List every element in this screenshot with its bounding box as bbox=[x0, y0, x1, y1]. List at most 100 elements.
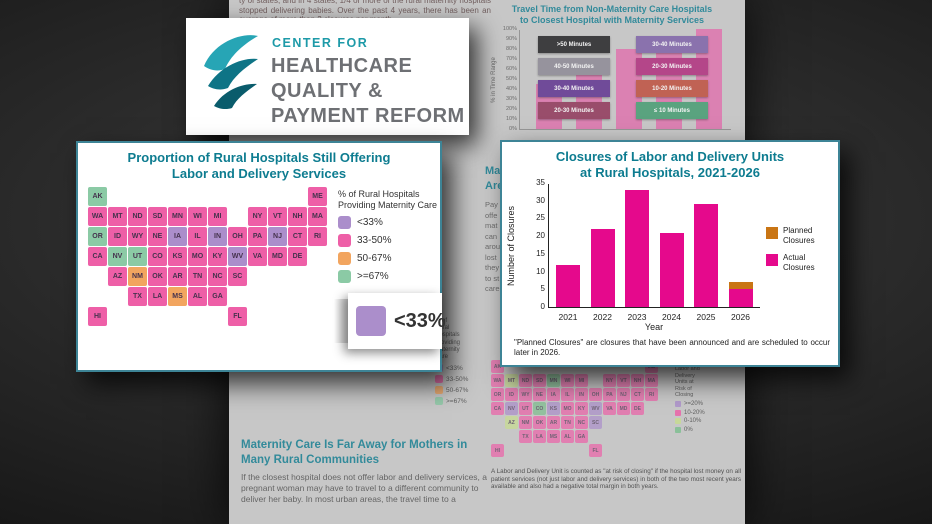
y-tick-label: 10% bbox=[505, 116, 517, 122]
state-tile-ar: AR bbox=[547, 416, 560, 429]
state-tile-nj: NJ bbox=[617, 388, 630, 401]
map-legend-title: % of Rural Hospitals Providing Maternity… bbox=[338, 189, 438, 210]
state-tile-wy: WY bbox=[519, 388, 532, 401]
state-tile-ri: RI bbox=[308, 227, 327, 246]
state-tile-nj: NJ bbox=[268, 227, 287, 246]
state-tile-ca: CA bbox=[88, 247, 107, 266]
state-tile-mo: MO bbox=[188, 247, 207, 266]
legend-item: >=20% bbox=[675, 401, 739, 407]
state-tile-wv: WV bbox=[589, 402, 602, 415]
state-tile-va: VA bbox=[603, 402, 616, 415]
y-tick-label: 20 bbox=[536, 231, 545, 241]
heading-fragment: Are bbox=[485, 180, 504, 192]
state-tile-la: LA bbox=[533, 430, 546, 443]
state-tile-fl: FL bbox=[589, 444, 602, 457]
state-tile-ga: GA bbox=[208, 287, 227, 306]
state-tile-ky: KY bbox=[575, 402, 588, 415]
state-tile-oh: OH bbox=[228, 227, 247, 246]
legend-label: >=20% bbox=[684, 401, 704, 407]
state-tile-hi: HI bbox=[491, 444, 504, 457]
hidden-section-fragments: Ma Are Pay offe mat can arou lost they to st care bbox=[485, 164, 545, 295]
state-tile-nv: NV bbox=[505, 402, 518, 415]
y-tick-label: 80% bbox=[505, 46, 517, 52]
faraway-paragraph: If the closest hospital does not offer l… bbox=[241, 472, 488, 504]
state-tile-nh: NH bbox=[631, 374, 644, 387]
state-tile-la: LA bbox=[148, 287, 167, 306]
state-tile-ma: MA bbox=[308, 207, 327, 226]
at-risk-legend: Labor and Delivery Units at Risk of Closing … bbox=[675, 366, 739, 433]
legend-item: 0-10% bbox=[675, 418, 739, 424]
state-tile-pa: PA bbox=[248, 227, 267, 246]
state-tile-va: VA bbox=[248, 247, 267, 266]
legend-box: 20-30 Minutes bbox=[636, 58, 708, 75]
map-legend-items: <33% 33-50% 50-67% >=67% bbox=[338, 216, 438, 283]
paragraph-fragment: arou bbox=[485, 242, 501, 251]
legend-box: >50 Minutes bbox=[538, 36, 610, 53]
state-tile-sc: SC bbox=[589, 416, 602, 429]
state-tile-nc: NC bbox=[208, 267, 227, 286]
y-tick-label: 60% bbox=[505, 66, 517, 72]
paragraph-fragment: care bbox=[485, 284, 500, 293]
state-tile-or: OR bbox=[88, 227, 107, 246]
legend-box: 10-20 Minutes bbox=[636, 80, 708, 97]
paragraph-fragment: to st bbox=[485, 273, 500, 283]
legend-item: 50-67% bbox=[338, 252, 438, 265]
state-tile-mo: MO bbox=[561, 402, 574, 415]
legend-label: 33-50% bbox=[357, 235, 392, 246]
state-tile-tx: TX bbox=[128, 287, 147, 306]
map-title-line2: Labor and Delivery Services bbox=[171, 166, 347, 181]
state-tile-az: AZ bbox=[108, 267, 127, 286]
chqpr-logo-card: CENTER FOR HEALTHCARE QUALITY & PAYMENT … bbox=[186, 18, 469, 135]
state-tile-pa: PA bbox=[603, 388, 616, 401]
legend-item: 10-20% bbox=[675, 409, 739, 416]
legend-item: 50-67% bbox=[435, 386, 499, 395]
state-tile-sc: SC bbox=[228, 267, 247, 286]
logo-line-healthcare: HEALTHCARE bbox=[271, 55, 413, 77]
legend-title-line: Labor and bbox=[675, 366, 700, 372]
state-tile-mt: MT bbox=[505, 374, 518, 387]
legend-label: 0-10% bbox=[684, 418, 702, 424]
state-tile-ms: MS bbox=[168, 287, 187, 306]
at-risk-footnote: A Labor and Delivery Unit is counted as … bbox=[491, 468, 741, 491]
map-title-line1: Proportion of Rural Hospitals Still Offe… bbox=[127, 150, 391, 165]
state-tile-nm: NM bbox=[128, 267, 147, 286]
state-tile-al: AL bbox=[188, 287, 207, 306]
bar-actual-2025 bbox=[694, 204, 718, 307]
state-tile-mt: MT bbox=[108, 207, 127, 226]
bar-planned-2026 bbox=[728, 282, 753, 290]
planned-swatch bbox=[766, 227, 778, 239]
legend-box: 30-40 Minutes bbox=[636, 36, 708, 53]
closures-title-line1: Closures of Labor and Delivery Units bbox=[555, 149, 785, 164]
legend-title-line: Maternity bbox=[435, 346, 460, 353]
legend-title-line: Closing bbox=[675, 392, 694, 398]
report-page-content: ty of states, and in 4 states, 1/4 or mo… bbox=[229, 0, 745, 524]
arleg-title: Labor and Delivery Units at Risk of Closing bbox=[675, 366, 739, 399]
state-tile-ct: CT bbox=[288, 227, 307, 246]
legend-item: 0% bbox=[675, 426, 739, 433]
legend-swatch bbox=[338, 252, 351, 265]
legend-swatch bbox=[435, 386, 443, 395]
state-tile-id: ID bbox=[505, 388, 518, 401]
closures-footnote: "Planned Closures" are closures that hav… bbox=[514, 338, 830, 357]
bar-actual-2026 bbox=[728, 289, 753, 307]
state-tile-mn: MN bbox=[168, 207, 187, 226]
travel-title-line1: Travel Time from Non-Maternity Care Hosp… bbox=[511, 4, 713, 14]
logo-line-payment-reform: PAYMENT REFORM bbox=[271, 105, 465, 127]
y-tick-label: 10 bbox=[536, 266, 545, 276]
legend-label: <33% bbox=[357, 217, 383, 228]
state-tile-nd: ND bbox=[128, 207, 147, 226]
state-tile-co: CO bbox=[533, 402, 546, 415]
y-tick-label: 70% bbox=[505, 56, 517, 62]
state-tile-ok: OK bbox=[148, 267, 167, 286]
state-tile-mi: MI bbox=[575, 374, 588, 387]
paragraph-fragment: can bbox=[485, 231, 498, 241]
state-tile-me: ME bbox=[308, 187, 327, 206]
state-tile-tn: TN bbox=[188, 267, 207, 286]
y-tick-label: 25 bbox=[536, 213, 545, 223]
at-risk-map-tiles: AKMEWAMTNDSDMNWIMINYVTNHMAORIDWYNEIAILIN… bbox=[491, 360, 661, 460]
state-tile-tn: TN bbox=[561, 416, 574, 429]
legend-label: Actual Closures bbox=[783, 253, 815, 272]
zoom-swatch bbox=[356, 306, 386, 336]
state-tile-oh: OH bbox=[589, 388, 602, 401]
legend-title-line: Delivery bbox=[675, 372, 695, 379]
